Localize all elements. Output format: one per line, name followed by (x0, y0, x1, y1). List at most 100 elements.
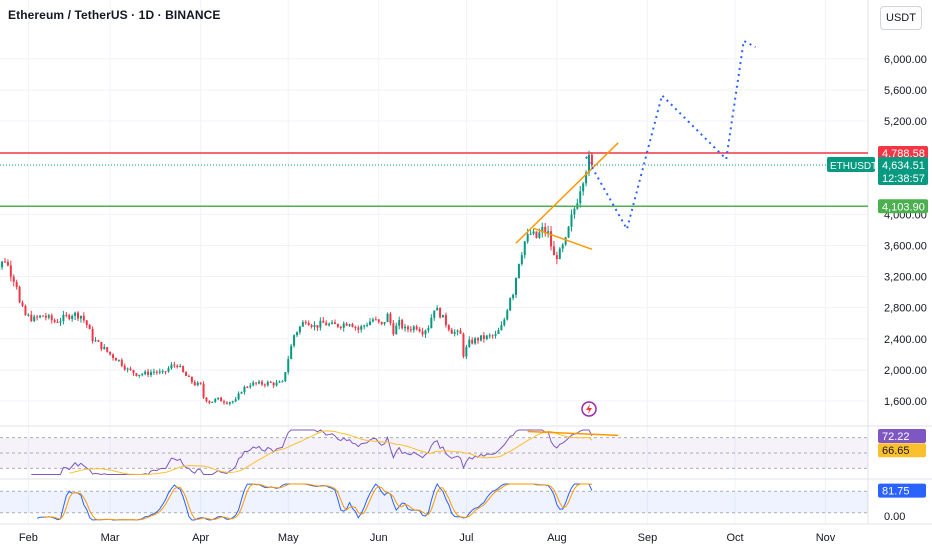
candle-body (124, 366, 126, 370)
candle-body (135, 373, 137, 376)
candle-body (115, 358, 117, 361)
candle-body (255, 382, 257, 383)
candle-body (486, 336, 488, 339)
candle-body (54, 320, 56, 322)
candle-body (343, 324, 345, 328)
candle-body (354, 327, 356, 328)
candle-body (565, 237, 567, 244)
candle-body (424, 330, 426, 334)
candle-body (328, 324, 330, 325)
symbol-label-text: ETHUSDT (830, 161, 877, 172)
candle-body (462, 334, 464, 357)
candle-body (375, 319, 377, 320)
candle-body (77, 313, 79, 319)
price-tick-label: 2,800.00 (884, 303, 927, 315)
symbol-label: ETHUSDT (827, 157, 877, 172)
time-label: May (278, 532, 299, 544)
candle-body (480, 335, 482, 340)
candle-body (86, 320, 88, 325)
candle-body (389, 314, 391, 323)
rsi-ma-tag-text: 66.65 (882, 445, 910, 457)
candle-body (460, 331, 462, 334)
rsi-value-tag-text: 72.22 (882, 431, 910, 443)
candle-body (241, 392, 243, 393)
candle-body (419, 329, 421, 331)
candle-body (194, 382, 196, 385)
stoch-value-tag[interactable]: 81.75 (878, 484, 926, 498)
time-label: Jun (370, 532, 388, 544)
candle-body (500, 325, 502, 330)
candle-body (331, 322, 333, 323)
candle-body (33, 317, 35, 322)
candle-body (214, 399, 216, 402)
candle-body (568, 227, 570, 238)
candle-body (378, 319, 380, 321)
candle-body (112, 354, 114, 358)
candle-body (506, 310, 508, 319)
candle-body (141, 374, 143, 375)
candle-body (203, 384, 205, 398)
candle-body (357, 327, 359, 329)
candle-body (281, 381, 283, 382)
candle-body (550, 231, 552, 246)
candle-body (273, 383, 275, 386)
last-price-tag-text: 12:38:57 (882, 173, 925, 185)
time-label: Oct (726, 532, 743, 544)
candle-body (97, 340, 99, 342)
candle-body (267, 382, 269, 385)
candle-body (553, 246, 555, 255)
candle-body (168, 368, 170, 371)
candle-body (293, 335, 295, 346)
candle-body (246, 387, 248, 388)
candle-body (10, 266, 12, 277)
candle-body (573, 209, 575, 215)
candle-body (325, 323, 327, 326)
candle-body (30, 315, 32, 321)
time-label: Apr (192, 532, 209, 544)
candle-body (68, 315, 70, 319)
candle-body (533, 232, 535, 234)
candle-body (36, 317, 38, 318)
candle-body (27, 315, 29, 316)
price-tick-label: 2,400.00 (884, 334, 927, 346)
candle-body (524, 241, 526, 255)
candle-body (235, 399, 237, 401)
candle-body (162, 371, 164, 372)
candle-body (103, 347, 105, 349)
candle-body (492, 335, 494, 336)
candle-body (337, 324, 339, 327)
price-level-tag[interactable]: 4,103.90 (878, 199, 928, 213)
rsi-value-tag[interactable]: 72.22 (878, 429, 926, 443)
price-tick-label: 5,600.00 (884, 85, 927, 97)
candle-body (188, 376, 190, 377)
candle-body (515, 278, 517, 295)
candle-body (7, 262, 9, 266)
candle-body (100, 342, 102, 349)
candle-body (173, 365, 175, 366)
rsi-ma-tag[interactable]: 66.65 (878, 443, 926, 457)
candle-body (512, 295, 514, 298)
candle-body (413, 326, 415, 330)
candle-body (591, 155, 593, 165)
candle-body (95, 340, 97, 341)
symbol-title[interactable]: Ethereum / TetherUS · 1D · BINANCE (8, 8, 221, 22)
candle-body (445, 315, 447, 325)
candle-body (416, 326, 418, 329)
candle-body (384, 322, 386, 324)
price-tick-label: 1,600.00 (884, 396, 927, 408)
currency-button[interactable]: USDT (880, 6, 922, 30)
candle-body (16, 282, 18, 287)
time-label: Sep (638, 532, 658, 544)
candle-body (299, 327, 301, 333)
candle-body (427, 328, 429, 330)
candle-body (392, 323, 394, 334)
candle-body (457, 331, 459, 332)
candle-body (200, 383, 202, 384)
candle-body (381, 322, 383, 324)
candle-body (51, 315, 53, 320)
candle-body (521, 255, 523, 264)
candle-body (401, 320, 403, 328)
